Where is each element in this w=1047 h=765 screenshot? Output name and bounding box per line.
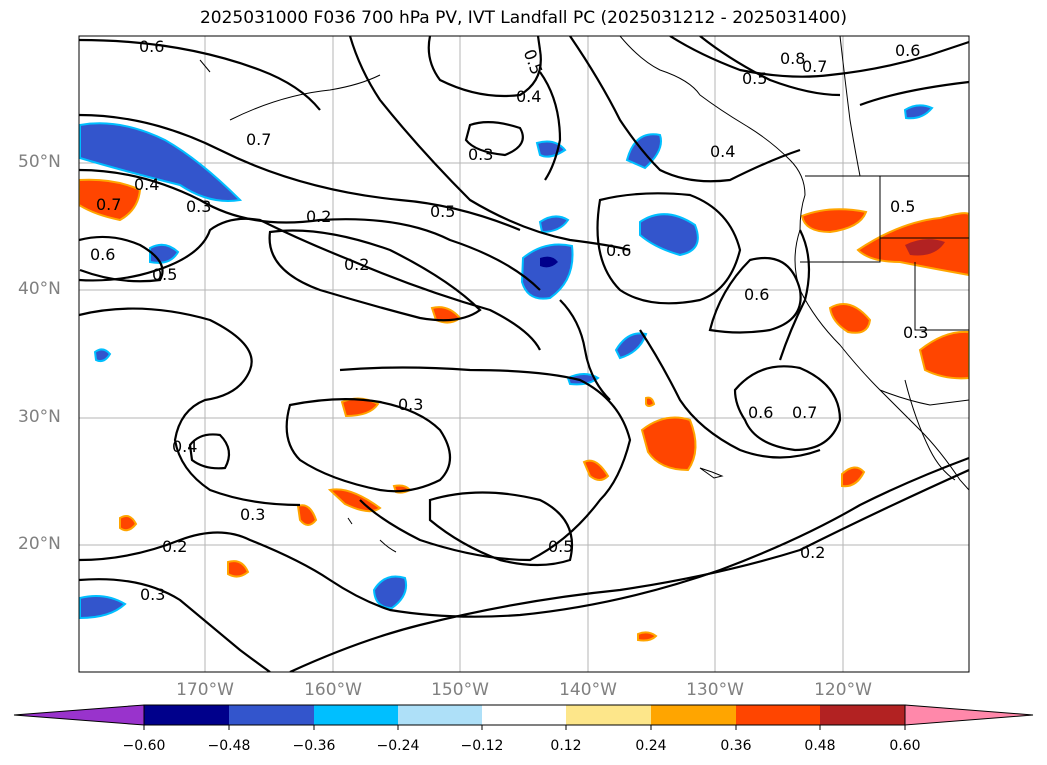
blue-fill <box>79 122 243 202</box>
contour-label: 0.3 <box>398 395 423 414</box>
map-frame <box>78 35 970 673</box>
orange-fill <box>640 416 697 472</box>
orange-fill <box>841 466 866 488</box>
contour-label: 0.2 <box>344 255 369 274</box>
blue-fill <box>639 213 699 257</box>
colorbar-tick-label: 0.36 <box>720 738 752 754</box>
colorbar-segment <box>398 705 482 725</box>
lon-label: 160°W <box>304 680 362 700</box>
contour-label: 0.6 <box>606 241 631 260</box>
contour-label: 0.6 <box>895 41 920 60</box>
lon-label: 150°W <box>431 680 489 700</box>
contour-label: 0.3 <box>140 585 165 604</box>
blue-fill <box>903 104 934 120</box>
colorbar-segment <box>736 705 820 725</box>
contour-label: 0.4 <box>172 437 197 456</box>
orange-fill <box>645 396 656 407</box>
contour-label: 0.5 <box>742 69 767 88</box>
orange-fill <box>296 504 318 526</box>
contour-label: 0.5 <box>152 265 177 284</box>
contour-label: 0.3 <box>186 197 211 216</box>
colorbar-tick-label: −0.24 <box>376 738 420 754</box>
colorbar-tick-label: −0.48 <box>207 738 251 754</box>
blue-fill <box>614 332 648 360</box>
contour-labels: 0.6 0.5 0.4 0.8 0.7 0.5 0.6 0.7 0.3 0.4 … <box>90 37 928 604</box>
orange-fill <box>918 330 969 380</box>
contour-label: 0.5 <box>430 202 455 221</box>
orange-fill <box>119 515 138 532</box>
negative-anomaly-fills <box>79 104 934 620</box>
colorbar-segment <box>229 705 314 725</box>
colorbar-extend-low <box>13 704 145 726</box>
contour-label: 0.5 <box>548 537 573 556</box>
contour-label: 0.3 <box>468 145 493 164</box>
pv-contours <box>79 36 969 672</box>
contour-label: 0.7 <box>792 403 817 422</box>
orange-fill <box>637 631 658 642</box>
contour-label: 0.7 <box>96 195 121 214</box>
contour-label: 0.6 <box>90 245 115 264</box>
colorbar-segment <box>314 705 398 725</box>
orange-fill <box>828 303 872 334</box>
colorbar <box>13 704 1034 730</box>
lon-label: 140°W <box>559 680 617 700</box>
lat-label: 20°N <box>18 534 61 554</box>
grid-lines <box>79 36 969 672</box>
colorbar-segment <box>144 705 229 725</box>
map-title: 2025031000 F036 700 hPa PV, IVT Landfall… <box>199 8 847 28</box>
blue-fill <box>372 575 408 610</box>
lon-label: 130°W <box>686 680 744 700</box>
positive-anomaly-fills <box>79 178 969 642</box>
coastlines <box>199 36 969 553</box>
contour-label: 0.3 <box>903 323 928 342</box>
contour-label: 0.5 <box>890 197 915 216</box>
contour-label: 0.4 <box>516 87 541 106</box>
colorbar-tick-label: −0.60 <box>122 738 166 754</box>
colorbar-tick-label: 0.12 <box>550 738 582 754</box>
contour-label: 0.3 <box>240 505 265 524</box>
colorbar-tick-label: 0.60 <box>889 738 921 754</box>
contour-label: 0.7 <box>246 130 271 149</box>
contour-label: 0.2 <box>800 543 825 562</box>
blue-fill <box>93 348 112 363</box>
lon-label: 120°W <box>814 680 872 700</box>
contour-label: 0.2 <box>306 207 331 226</box>
contour-label: 0.6 <box>139 37 164 56</box>
contour-label: 0.2 <box>162 537 187 556</box>
contour-label: 0.6 <box>748 403 773 422</box>
lat-label: 50°N <box>18 152 61 172</box>
map-frame-bg <box>79 36 969 672</box>
orange-fill <box>582 459 610 481</box>
colorbar-segment <box>651 705 736 725</box>
colorbar-extend-high <box>904 704 1034 726</box>
colorbar-outline <box>143 704 906 726</box>
orange-fill <box>800 208 868 234</box>
orange-fill <box>79 178 142 222</box>
lon-label: 170°W <box>176 680 234 700</box>
colorbar-tick-label: 0.48 <box>804 738 836 754</box>
orange-fill <box>227 560 250 578</box>
contour-label: 0.4 <box>134 175 159 194</box>
colorbar-segment <box>482 705 566 725</box>
blue-fill <box>79 595 127 620</box>
contour-label: 0.7 <box>802 57 827 76</box>
blue-fill <box>538 215 570 234</box>
red-fill-strong <box>905 239 945 256</box>
colorbar-segment <box>566 705 651 725</box>
contour-label: 0.6 <box>744 285 769 304</box>
contour-label: 0.8 <box>780 49 805 68</box>
blue-fill <box>566 373 600 386</box>
lat-label: 40°N <box>18 279 61 299</box>
colorbar-tick-label: 0.24 <box>635 738 667 754</box>
colorbar-segment <box>820 705 905 725</box>
colorbar-tick-label: −0.36 <box>292 738 336 754</box>
lat-label: 30°N <box>18 407 61 427</box>
blue-fill-strong <box>540 256 558 268</box>
colorbar-tick-label: −0.12 <box>460 738 504 754</box>
contour-label: 0.4 <box>710 142 735 161</box>
